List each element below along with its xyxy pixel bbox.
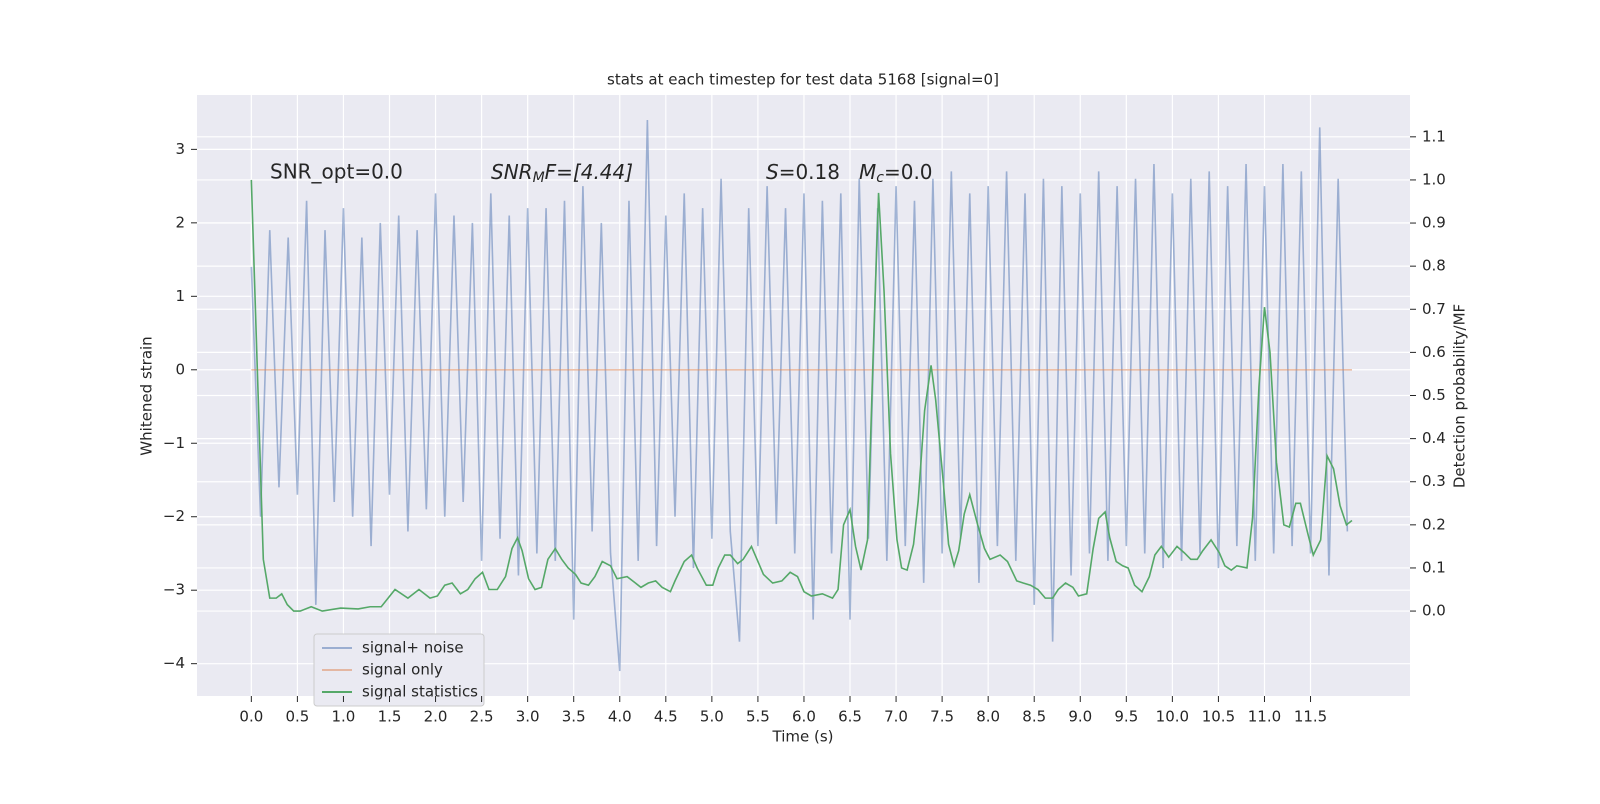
y2-axis-label: Detection probability/MF bbox=[1451, 304, 1469, 488]
annotation-part: F=[4.44] bbox=[545, 160, 633, 184]
annotation-part: c bbox=[876, 170, 884, 186]
x-tick-label: 7.0 bbox=[884, 708, 908, 726]
x-tick-label: 11.0 bbox=[1248, 708, 1281, 726]
x-axis-label: Time (s) bbox=[772, 728, 834, 746]
x-tick-label: 2.5 bbox=[470, 708, 494, 726]
x-tick-label: 9.5 bbox=[1114, 708, 1138, 726]
series-line bbox=[250, 179, 1353, 612]
y-tick-label: 1 bbox=[175, 287, 185, 305]
y-tick-label: −1 bbox=[163, 434, 185, 452]
x-tick-label: 5.5 bbox=[746, 708, 770, 726]
x-tick-label: 9.0 bbox=[1068, 708, 1092, 726]
y2-tick-label: 1.0 bbox=[1422, 170, 1446, 188]
x-tick-label: 0.0 bbox=[239, 708, 263, 726]
y-tick-label: −4 bbox=[163, 654, 185, 672]
x-tick-label: 6.0 bbox=[792, 708, 816, 726]
y2-tick-label: 0.2 bbox=[1422, 515, 1446, 533]
y-tick-label: 2 bbox=[175, 213, 185, 231]
y2-tick-label: 0.3 bbox=[1422, 472, 1446, 490]
annotation-part: SNR bbox=[491, 160, 533, 184]
y2-tick-label: 0.0 bbox=[1422, 602, 1446, 620]
y-tick-label: 3 bbox=[175, 140, 185, 158]
annotation: S=0.18 Mc=0.0 bbox=[766, 160, 933, 187]
x-tick-label: 8.5 bbox=[1022, 708, 1046, 726]
x-tick-label: 1.5 bbox=[378, 708, 402, 726]
x-tick-label: 6.5 bbox=[838, 708, 862, 726]
annotation-part: =0.0 bbox=[884, 160, 933, 184]
y2-tick-label: 0.8 bbox=[1422, 257, 1446, 275]
x-tick-label: 2.0 bbox=[424, 708, 448, 726]
annotation-part: S bbox=[766, 160, 779, 184]
annotation: SNRMF=[4.44] bbox=[491, 160, 633, 187]
x-tick-label: 3.0 bbox=[516, 708, 540, 726]
x-tick-label: 11.5 bbox=[1294, 708, 1327, 726]
x-tick-label: 4.0 bbox=[608, 708, 632, 726]
x-tick-label: 8.0 bbox=[976, 708, 1000, 726]
annotation-part: =0.18 bbox=[779, 160, 840, 184]
legend: signal+ noise signal only signal statistic… bbox=[313, 633, 485, 707]
y2-tick-label: 0.1 bbox=[1422, 558, 1446, 576]
annotation-part: M bbox=[533, 170, 545, 186]
x-tick-label: 4.5 bbox=[654, 708, 678, 726]
legend-label: signal statistics bbox=[362, 683, 478, 701]
y-tick-label: 0 bbox=[175, 360, 185, 378]
y2-tick-label: 0.7 bbox=[1422, 300, 1446, 318]
y-tick-label: −3 bbox=[163, 581, 185, 599]
series-line bbox=[250, 119, 1349, 672]
chart-title: stats at each timestep for test data 516… bbox=[607, 71, 999, 89]
x-tick-label: 10.5 bbox=[1202, 708, 1235, 726]
x-tick-label: 3.5 bbox=[562, 708, 586, 726]
legend-label: signal+ noise bbox=[362, 639, 464, 657]
marks bbox=[250, 119, 1353, 672]
y-axis-label: Whitened strain bbox=[138, 336, 156, 455]
y2-tick-label: 0.9 bbox=[1422, 214, 1446, 232]
y-tick-label: −2 bbox=[163, 507, 185, 525]
x-tick-label: 1.0 bbox=[332, 708, 356, 726]
legend-box bbox=[313, 633, 485, 707]
legend-label: signal only bbox=[362, 661, 443, 679]
y2-tick-label: 0.4 bbox=[1422, 429, 1446, 447]
x-tick-label: 0.5 bbox=[285, 708, 309, 726]
annotation-part: M bbox=[859, 160, 876, 184]
y2-tick-label: 0.5 bbox=[1422, 386, 1446, 404]
x-tick-label: 5.0 bbox=[700, 708, 724, 726]
x-tick-label: 7.5 bbox=[930, 708, 954, 726]
y2-tick-label: 0.6 bbox=[1422, 343, 1446, 361]
x-tick-label: 10.0 bbox=[1156, 708, 1189, 726]
y2-tick-label: 1.1 bbox=[1422, 127, 1446, 145]
annotation: SNR_opt=0.0 bbox=[270, 160, 403, 184]
